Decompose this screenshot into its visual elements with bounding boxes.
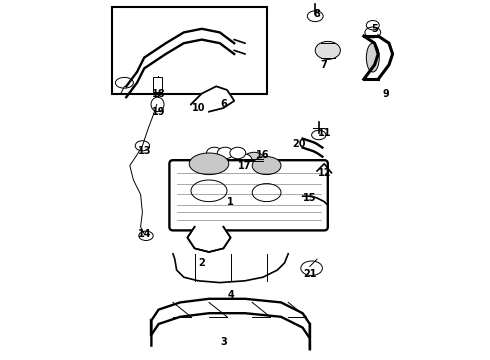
Text: 16: 16 [256, 150, 270, 160]
Text: 5: 5 [371, 24, 378, 34]
Ellipse shape [367, 21, 379, 30]
Text: 9: 9 [382, 89, 389, 99]
Text: 4: 4 [227, 290, 234, 300]
FancyBboxPatch shape [170, 160, 328, 230]
Text: 7: 7 [321, 60, 328, 70]
Text: 20: 20 [292, 139, 306, 149]
Ellipse shape [116, 77, 133, 88]
Text: 11: 11 [318, 128, 331, 138]
Ellipse shape [301, 261, 322, 275]
Ellipse shape [217, 147, 233, 159]
Ellipse shape [230, 147, 245, 159]
Ellipse shape [234, 154, 252, 167]
Text: 14: 14 [138, 229, 151, 239]
Ellipse shape [189, 153, 229, 175]
Ellipse shape [252, 157, 281, 175]
Ellipse shape [315, 41, 341, 59]
Text: 2: 2 [198, 258, 205, 268]
Text: 3: 3 [220, 337, 227, 347]
Text: 1: 1 [227, 197, 234, 207]
Text: 15: 15 [303, 193, 317, 203]
Polygon shape [187, 227, 231, 252]
Ellipse shape [206, 147, 222, 159]
Text: 18: 18 [152, 89, 166, 99]
Ellipse shape [307, 11, 323, 22]
Ellipse shape [243, 152, 265, 168]
Text: 10: 10 [192, 103, 205, 113]
Ellipse shape [367, 43, 379, 72]
Text: 19: 19 [152, 107, 165, 117]
Text: 8: 8 [314, 9, 320, 19]
Bar [153, 77, 162, 92]
Polygon shape [191, 86, 234, 112]
Ellipse shape [151, 97, 164, 112]
Bar [112, 7, 267, 94]
Text: 21: 21 [303, 269, 317, 279]
Text: 12: 12 [318, 168, 331, 178]
Ellipse shape [135, 141, 149, 151]
Text: 17: 17 [238, 161, 252, 171]
Text: 6: 6 [220, 99, 227, 109]
Text: 13: 13 [138, 146, 151, 156]
